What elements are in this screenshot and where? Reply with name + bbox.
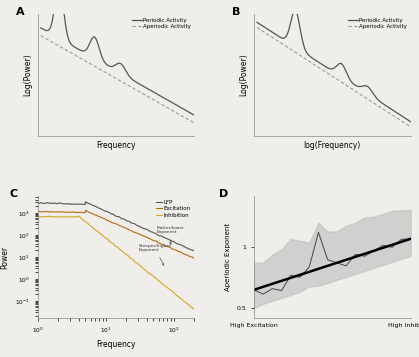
LFP [45, 201, 50, 205]
Aperiodic Activity [65, 49, 70, 53]
Periodic Activity [324, 65, 329, 70]
X-axis label: log(Frequency): log(Frequency) [304, 141, 361, 150]
Line: Inhibition: Inhibition [38, 216, 198, 312]
Periodic Activity [108, 64, 113, 69]
Periodic Activity [129, 77, 134, 81]
Text: C: C [10, 189, 18, 199]
Periodic Activity [78, 48, 83, 52]
Aperiodic Activity [141, 92, 146, 96]
Inhibition [137, 263, 142, 268]
Y-axis label: Log(Power): Log(Power) [23, 54, 32, 96]
Excitation [45, 209, 50, 213]
Aperiodic Activity [129, 85, 134, 89]
Periodic Activity [282, 36, 287, 40]
Excitation [137, 232, 142, 236]
LFP [157, 233, 162, 238]
Inhibition [195, 310, 200, 315]
Legend: Periodic Activity, Aperiodic Activity: Periodic Activity, Aperiodic Activity [131, 17, 191, 30]
Line: LFP: LFP [38, 202, 198, 253]
Text: A: A [16, 7, 24, 17]
Text: B: B [232, 7, 241, 17]
Periodic Activity [66, 36, 71, 40]
LFP [128, 221, 133, 225]
Excitation [132, 230, 137, 235]
Inhibition [45, 214, 50, 218]
Line: Aperiodic Activity: Aperiodic Activity [257, 27, 411, 127]
Periodic Activity [345, 73, 350, 77]
Y-axis label: Log(Power): Log(Power) [239, 54, 248, 96]
Aperiodic Activity [154, 99, 159, 104]
Aperiodic Activity [370, 100, 375, 105]
Text: D: D [220, 189, 229, 199]
Aperiodic Activity [254, 25, 259, 30]
Excitation [173, 248, 178, 252]
LFP [137, 225, 142, 229]
Legend: LFP, Excitation, Inhibition: LFP, Excitation, Inhibition [155, 199, 191, 218]
Line: Excitation: Excitation [38, 210, 198, 260]
Periodic Activity [192, 113, 197, 117]
Aperiodic Activity [408, 125, 413, 129]
Y-axis label: Power: Power [0, 246, 9, 268]
Excitation [157, 241, 162, 245]
Periodic Activity [370, 91, 375, 95]
Periodic Activity [38, 26, 43, 30]
Line: Aperiodic Activity: Aperiodic Activity [41, 36, 194, 123]
Aperiodic Activity [282, 43, 287, 47]
Legend: Periodic Activity, Aperiodic Activity: Periodic Activity, Aperiodic Activity [347, 17, 408, 30]
Aperiodic Activity [78, 56, 83, 60]
Inhibition [76, 214, 81, 218]
Periodic Activity [357, 84, 362, 89]
Periodic Activity [141, 84, 146, 89]
Aperiodic Activity [345, 84, 350, 88]
Periodic Activity [154, 92, 159, 96]
Inhibition [132, 260, 137, 264]
Inhibition [35, 215, 40, 219]
Periodic Activity [292, 8, 297, 12]
LFP [195, 251, 200, 255]
Excitation [128, 228, 133, 233]
Aperiodic Activity [192, 121, 197, 125]
Inhibition [157, 279, 162, 283]
Text: Steeper/higher
Exponent: Steeper/higher Exponent [138, 243, 171, 265]
Inhibition [128, 256, 133, 261]
Periodic Activity [408, 120, 413, 124]
X-axis label: Frequency: Frequency [96, 340, 136, 349]
LFP [173, 241, 178, 245]
Periodic Activity [254, 20, 259, 25]
Aperiodic Activity [294, 51, 299, 55]
LFP [35, 201, 40, 205]
Excitation [35, 209, 40, 213]
Excitation [83, 208, 88, 212]
Inhibition [173, 293, 178, 297]
Aperiodic Activity [324, 70, 329, 75]
Line: Periodic Activity: Periodic Activity [257, 10, 411, 122]
Periodic Activity [294, 11, 299, 15]
Aperiodic Activity [38, 34, 43, 38]
LFP [132, 222, 137, 226]
LFP [83, 200, 88, 204]
Line: Periodic Activity: Periodic Activity [41, 0, 194, 115]
Text: Flatter/lower
Exponent: Flatter/lower Exponent [156, 226, 184, 245]
Aperiodic Activity [108, 73, 113, 77]
Excitation [195, 258, 200, 262]
Y-axis label: Aperiodic Exponent: Aperiodic Exponent [225, 223, 231, 291]
Aperiodic Activity [357, 92, 362, 96]
X-axis label: Frequency: Frequency [96, 141, 136, 150]
